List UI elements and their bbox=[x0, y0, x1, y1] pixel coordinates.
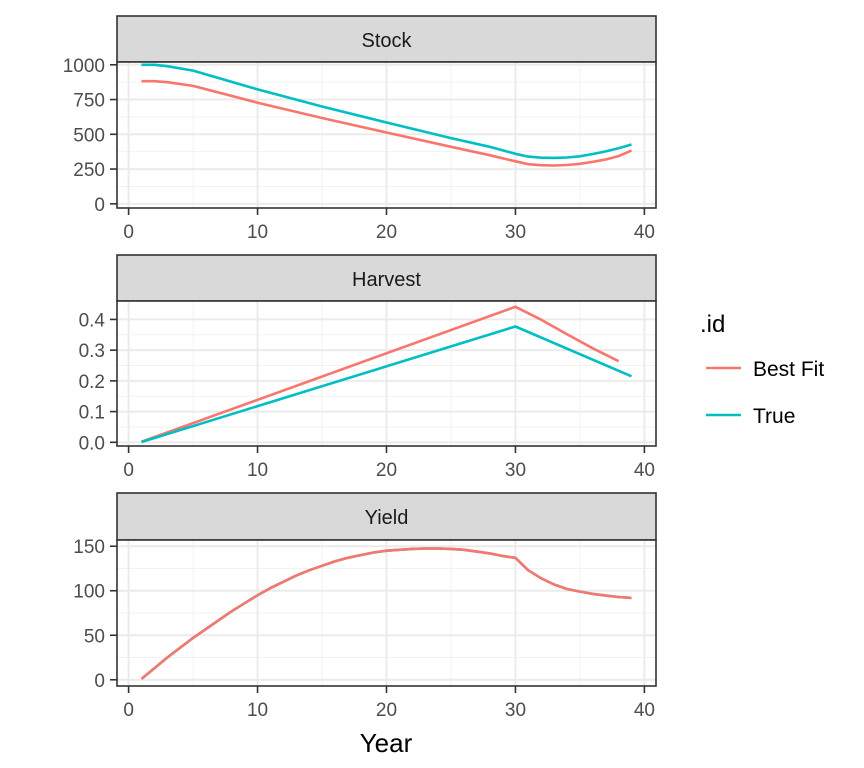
x-tick-label: 40 bbox=[634, 460, 655, 481]
x-tick-label: 0 bbox=[123, 700, 134, 721]
x-tick-label: 20 bbox=[376, 222, 397, 243]
legend-title: .id bbox=[700, 311, 725, 338]
y-tick-label: 0.2 bbox=[79, 372, 105, 393]
y-tick-label: 0 bbox=[94, 671, 105, 692]
legend-entry-true: True bbox=[706, 405, 795, 428]
y-axis: 0 250 500 750 1000 bbox=[63, 56, 117, 216]
x-tick-label: 10 bbox=[247, 700, 268, 721]
facet-strip bbox=[116, 254, 657, 302]
y-tick-label: 250 bbox=[73, 160, 105, 181]
x-tick-label: 30 bbox=[505, 222, 526, 243]
y-tick-label: 0.3 bbox=[79, 341, 105, 362]
series-line-best-fit bbox=[141, 79, 633, 167]
x-axis-title: Year bbox=[360, 728, 413, 758]
facet-strip bbox=[116, 15, 657, 63]
y-tick-label: 0.4 bbox=[79, 310, 106, 331]
y-tick-label: 1000 bbox=[63, 56, 105, 77]
y-tick-label: 0.1 bbox=[79, 403, 105, 424]
y-tick-label: 50 bbox=[84, 626, 105, 647]
facet-strip-label: Harvest bbox=[352, 269, 421, 291]
x-tick-label: 40 bbox=[634, 700, 655, 721]
x-tick-label: 40 bbox=[634, 222, 655, 243]
legend-label: Best Fit bbox=[753, 358, 824, 381]
legend: .id Best Fit True bbox=[700, 311, 824, 428]
y-axis: 0.0 0.1 0.2 0.3 0.4 bbox=[79, 310, 117, 454]
x-tick-label: 0 bbox=[123, 222, 134, 243]
x-tick-label: 0 bbox=[123, 460, 134, 481]
x-axis: 0 10 20 30 40 bbox=[123, 208, 655, 243]
x-tick-label: 30 bbox=[505, 460, 526, 481]
facet-strip-label: Stock bbox=[361, 30, 412, 52]
x-axis: 0 10 20 30 40 bbox=[123, 686, 655, 721]
series-line-true bbox=[141, 63, 632, 160]
facet-strip-label: Yield bbox=[365, 507, 409, 529]
x-tick-label: 20 bbox=[376, 700, 397, 721]
legend-entry-best-fit: Best Fit bbox=[706, 358, 824, 381]
x-tick-label: 30 bbox=[505, 700, 526, 721]
series-line-best-fit bbox=[140, 547, 632, 680]
x-tick-label: 10 bbox=[247, 460, 268, 481]
series-line-best-fit bbox=[141, 305, 620, 443]
y-tick-label: 100 bbox=[73, 582, 105, 603]
legend-entries: Best Fit True bbox=[706, 358, 824, 428]
gridlines bbox=[117, 62, 656, 208]
gridlines bbox=[117, 540, 656, 686]
panel-harvest: Harvest 0.0 0.1 0.2 0.3 0.4 0 10 20 30 40 bbox=[79, 254, 657, 481]
x-tick-label: 10 bbox=[247, 222, 268, 243]
series-line-true bbox=[141, 325, 633, 444]
x-axis: 0 10 20 30 40 bbox=[123, 446, 655, 481]
legend-label: True bbox=[753, 405, 795, 428]
x-tick-label: 20 bbox=[376, 460, 397, 481]
panel-yield: Yield 0 50 100 150 0 10 20 30 40 bbox=[73, 492, 657, 721]
y-tick-label: 500 bbox=[73, 125, 105, 146]
y-tick-label: 150 bbox=[73, 537, 105, 558]
y-tick-label: 0 bbox=[94, 195, 105, 216]
y-tick-label: 0.0 bbox=[79, 433, 105, 454]
panel-stock: Stock 0 250 500 750 1000 0 10 20 30 40 bbox=[63, 15, 657, 243]
facet-strip bbox=[116, 492, 657, 541]
y-axis: 0 50 100 150 bbox=[73, 537, 117, 692]
y-tick-label: 750 bbox=[73, 91, 105, 112]
